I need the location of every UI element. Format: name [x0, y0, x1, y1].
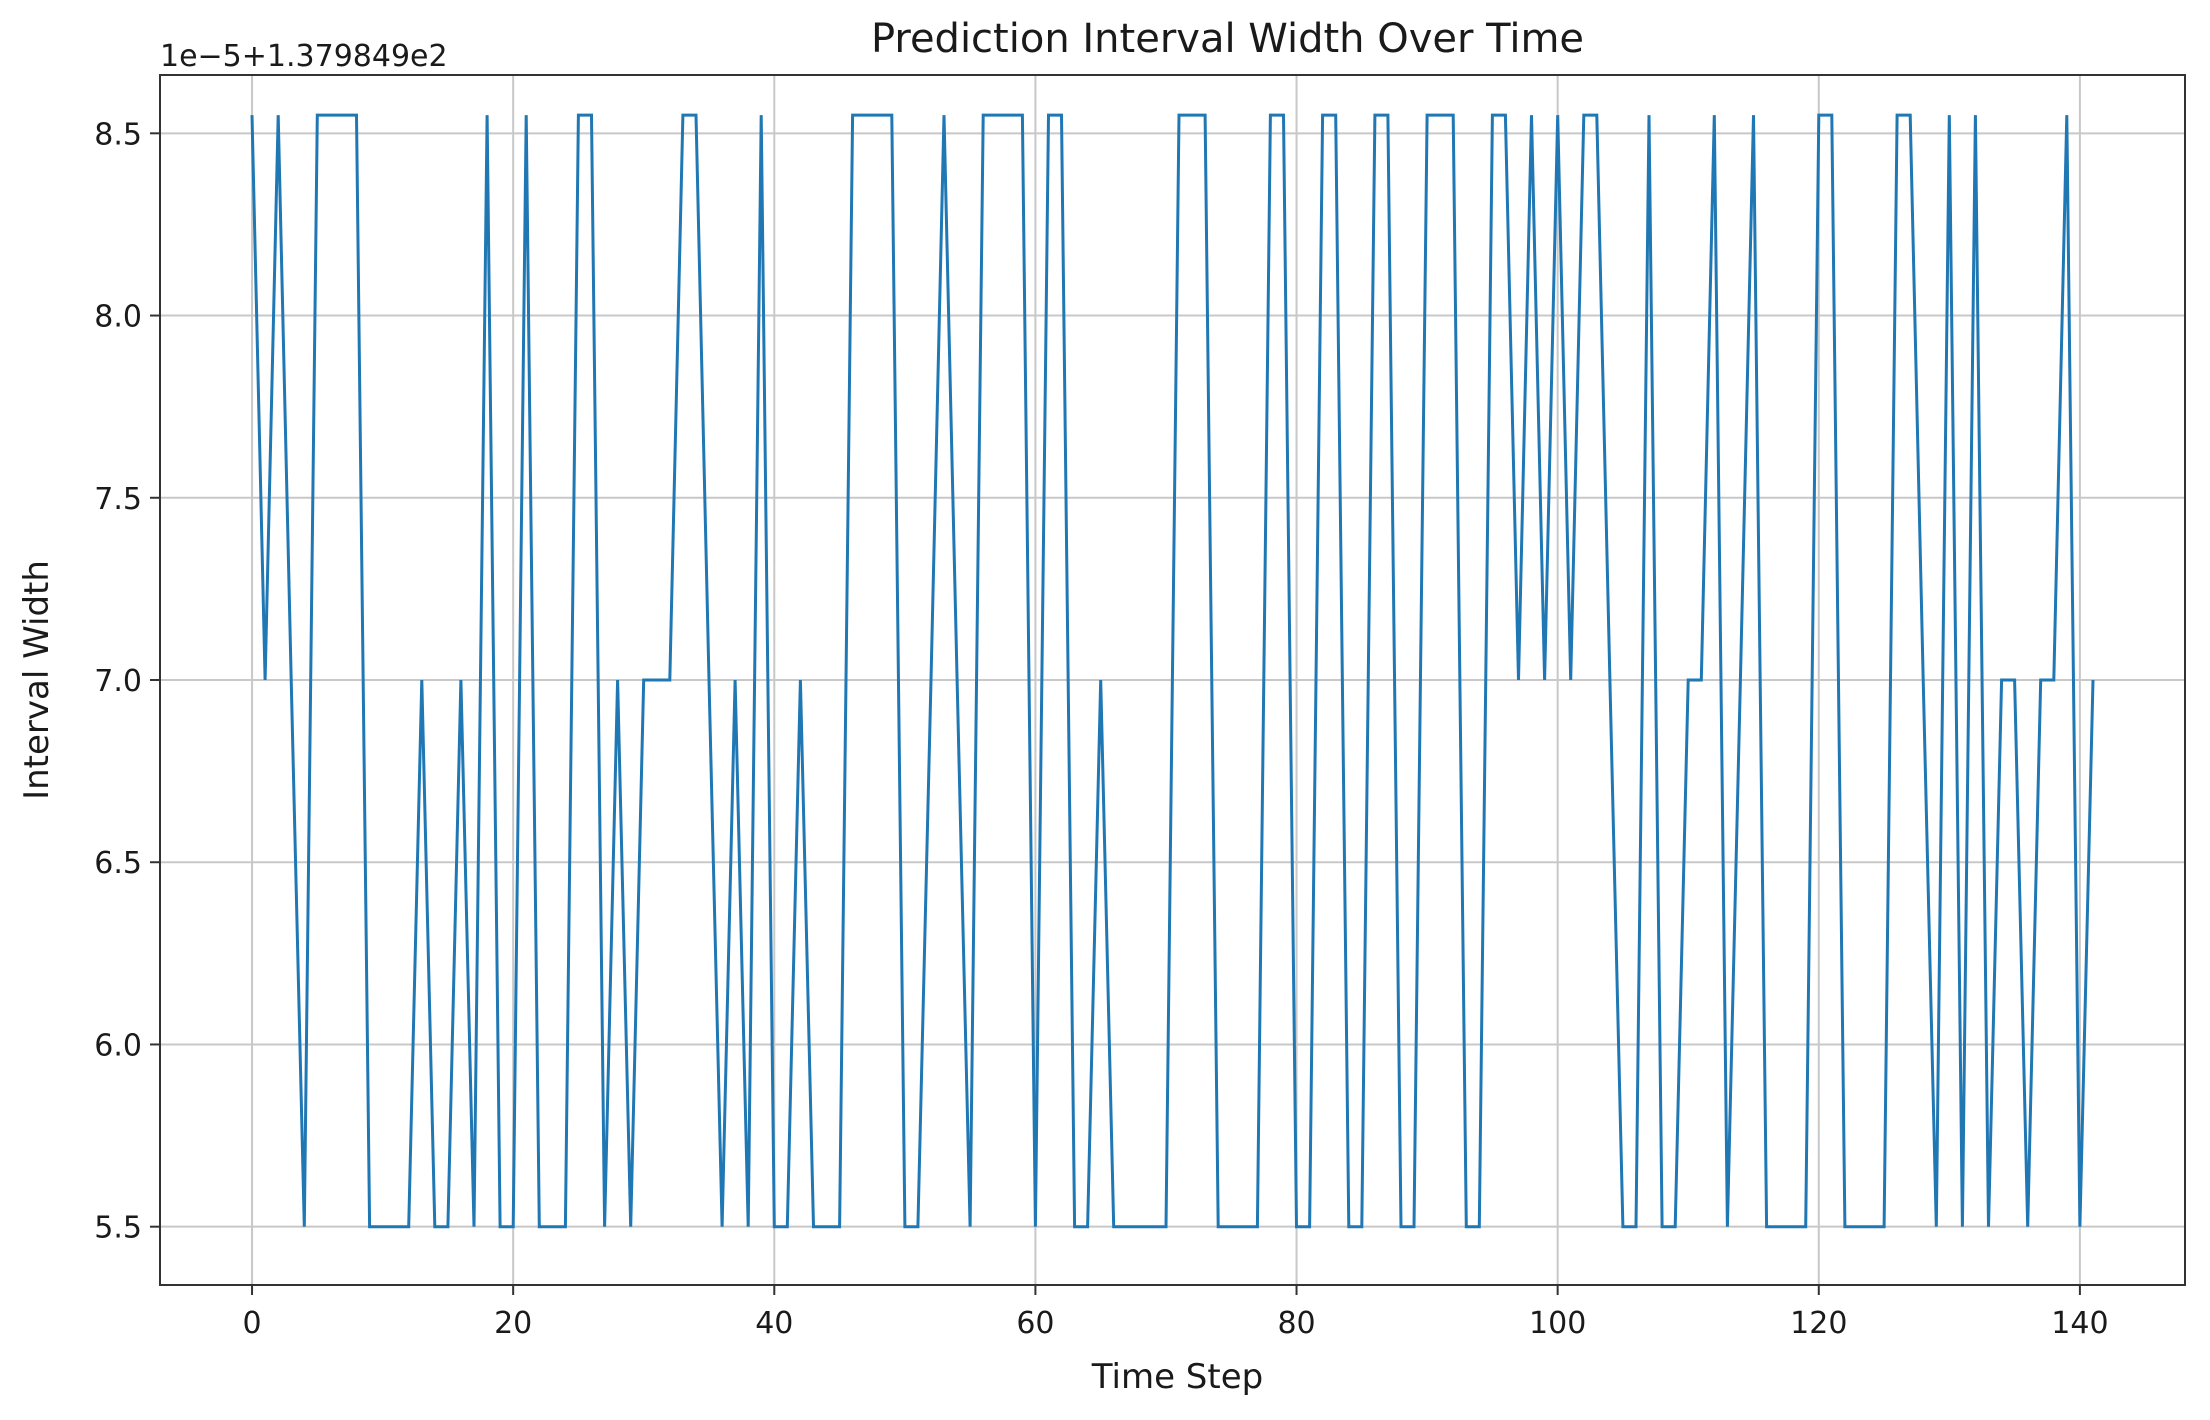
y-offset-label: 1e−5+1.379849e2 — [160, 39, 448, 74]
y-tick-label: 7.0 — [94, 664, 142, 699]
x-tick-label: 120 — [1790, 1306, 1847, 1341]
y-tick-label: 6.0 — [94, 1028, 142, 1063]
y-tick-label: 7.5 — [94, 482, 142, 517]
x-tick-label: 40 — [755, 1306, 793, 1341]
series-line — [250, 113, 2095, 1229]
axis-ticks: 0 20 40 60 80 100 120 140 5.5 6.0 6.5 7.0 7.5 8.0 8.5 — [94, 117, 2108, 1341]
x-tick-label: 80 — [1277, 1306, 1315, 1341]
y-tick-label: 8.0 — [94, 300, 142, 335]
y-tick-label: 5.5 — [94, 1211, 142, 1246]
x-tick-label: 60 — [1016, 1306, 1054, 1341]
y-tick-label: 8.5 — [94, 117, 142, 152]
x-axis-label: Time Step — [1091, 1357, 1263, 1397]
chart-title: Prediction Interval Width Over Time — [871, 16, 1584, 62]
y-axis-label: Interval Width — [17, 560, 57, 800]
x-tick-label: 140 — [2051, 1306, 2108, 1341]
y-tick-label: 6.5 — [94, 846, 142, 881]
x-tick-label: 20 — [494, 1306, 532, 1341]
grid-lines — [160, 75, 2185, 1285]
x-tick-label: 0 — [242, 1306, 261, 1341]
x-tick-label: 100 — [1529, 1306, 1586, 1341]
plot-area — [250, 113, 2095, 1229]
